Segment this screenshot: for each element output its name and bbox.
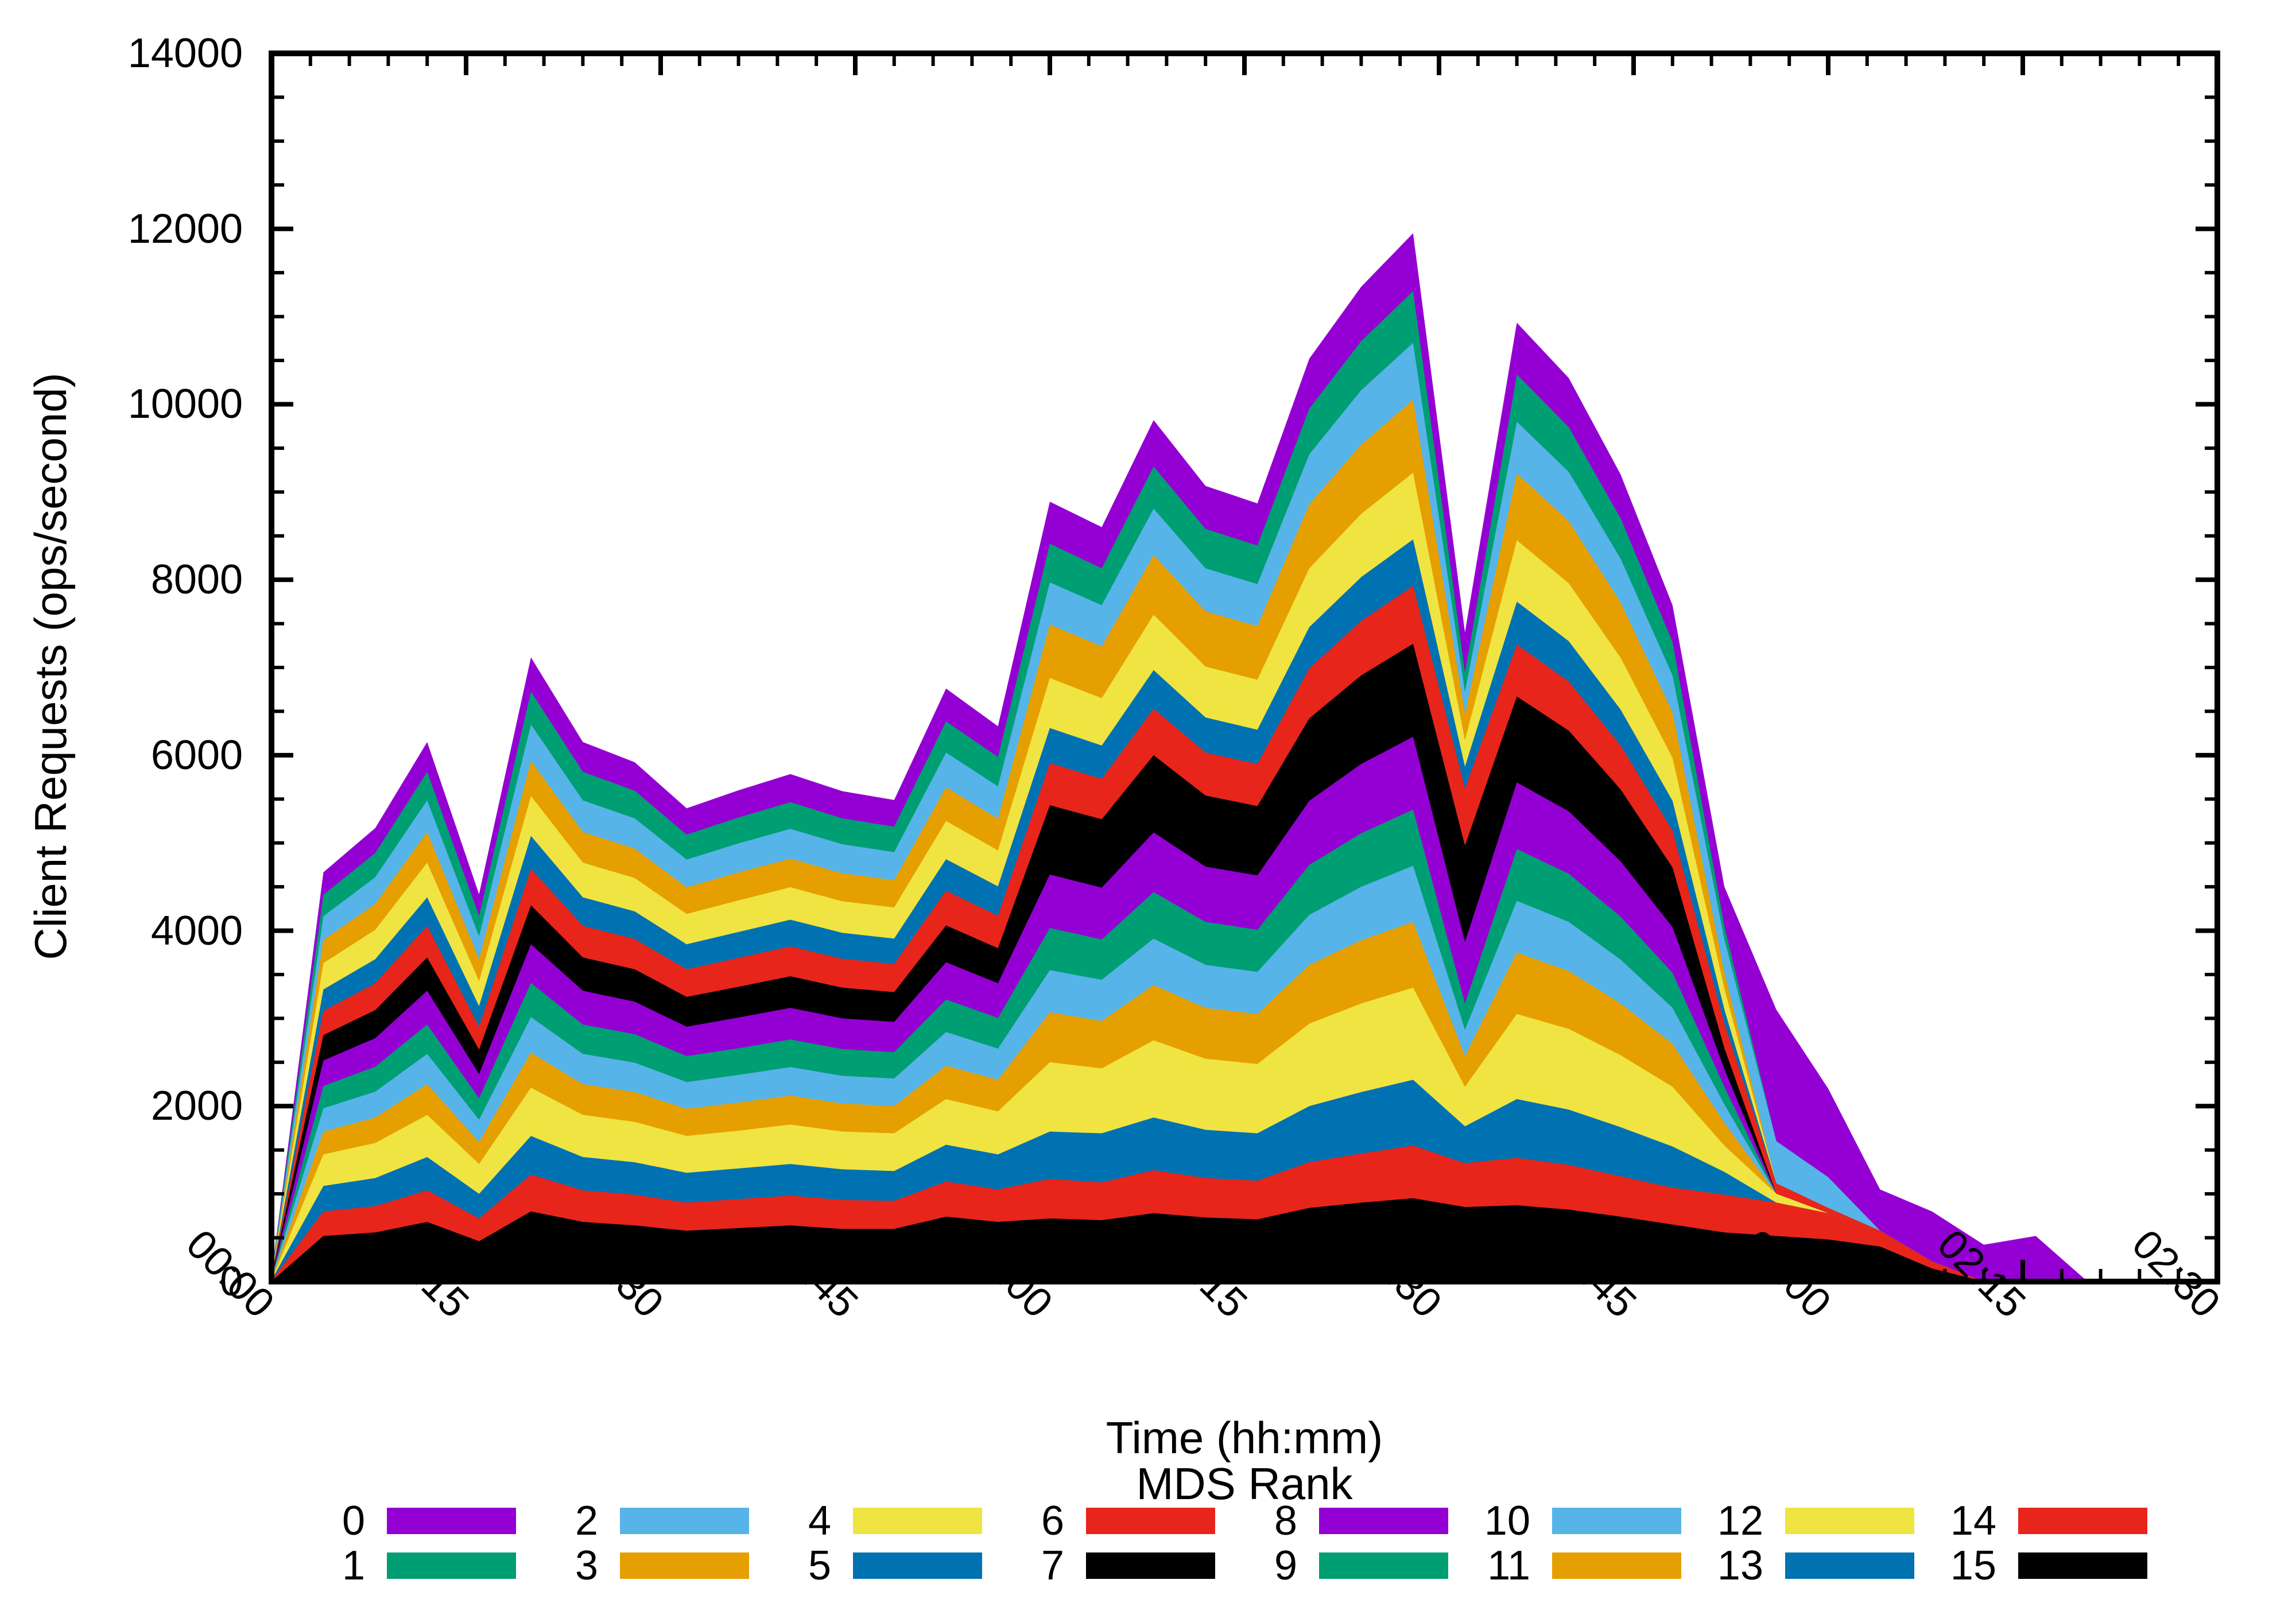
y-tick-label: 10000 — [127, 381, 243, 428]
legend-swatch-4 — [853, 1508, 982, 1534]
y-tick-label: 0 — [219, 1259, 243, 1305]
legend-label-9: 9 — [1274, 1543, 1297, 1589]
y-tick-label: 6000 — [150, 732, 243, 778]
plot-border — [269, 51, 2220, 1284]
legend-label-6: 6 — [1041, 1498, 1064, 1544]
legend-swatch-10 — [1552, 1508, 1681, 1534]
legend-label-7: 7 — [1041, 1543, 1064, 1589]
legend-swatch-1 — [387, 1552, 516, 1579]
y-tick-label: 4000 — [150, 907, 243, 954]
legend-label-2: 2 — [575, 1498, 598, 1544]
legend-swatch-15 — [2018, 1552, 2147, 1579]
y-axis-title: Client Requests (ops/second) — [25, 372, 76, 960]
y-tick-label: 14000 — [127, 30, 243, 76]
legend-swatch-2 — [620, 1508, 749, 1534]
legend-label-12: 12 — [1717, 1498, 1763, 1544]
legend-swatch-6 — [1086, 1508, 1215, 1534]
legend-label-14: 14 — [1950, 1498, 1996, 1544]
legend-label-13: 13 — [1717, 1543, 1763, 1589]
legend-swatch-11 — [1552, 1552, 1681, 1579]
legend-label-0: 0 — [342, 1498, 365, 1544]
legend-swatch-12 — [1785, 1508, 1914, 1534]
legend-swatch-8 — [1319, 1508, 1448, 1534]
legend-swatch-13 — [1785, 1552, 1914, 1579]
legend-title: MDS Rank — [1136, 1458, 1353, 1509]
legend-label-11: 11 — [1487, 1543, 1530, 1589]
y-tick-label: 8000 — [150, 557, 243, 603]
legend-swatch-9 — [1319, 1552, 1448, 1579]
legend-label-5: 5 — [808, 1543, 831, 1589]
legend-label-8: 8 — [1274, 1498, 1297, 1544]
legend-label-10: 10 — [1484, 1498, 1530, 1544]
legend-label-4: 4 — [808, 1498, 831, 1544]
legend-swatch-7 — [1086, 1552, 1215, 1579]
legend-swatch-14 — [2018, 1508, 2147, 1534]
y-tick-label: 12000 — [127, 205, 243, 252]
legend-label-1: 1 — [342, 1543, 365, 1589]
x-axis-title: Time (hh:mm) — [1106, 1412, 1383, 1463]
y-tick-label: 2000 — [150, 1083, 243, 1129]
legend-swatch-5 — [853, 1552, 982, 1579]
legend-label-3: 3 — [575, 1543, 598, 1589]
legend-swatch-0 — [387, 1508, 516, 1534]
legend-label-15: 15 — [1950, 1543, 1996, 1589]
legend-swatch-3 — [620, 1552, 749, 1579]
